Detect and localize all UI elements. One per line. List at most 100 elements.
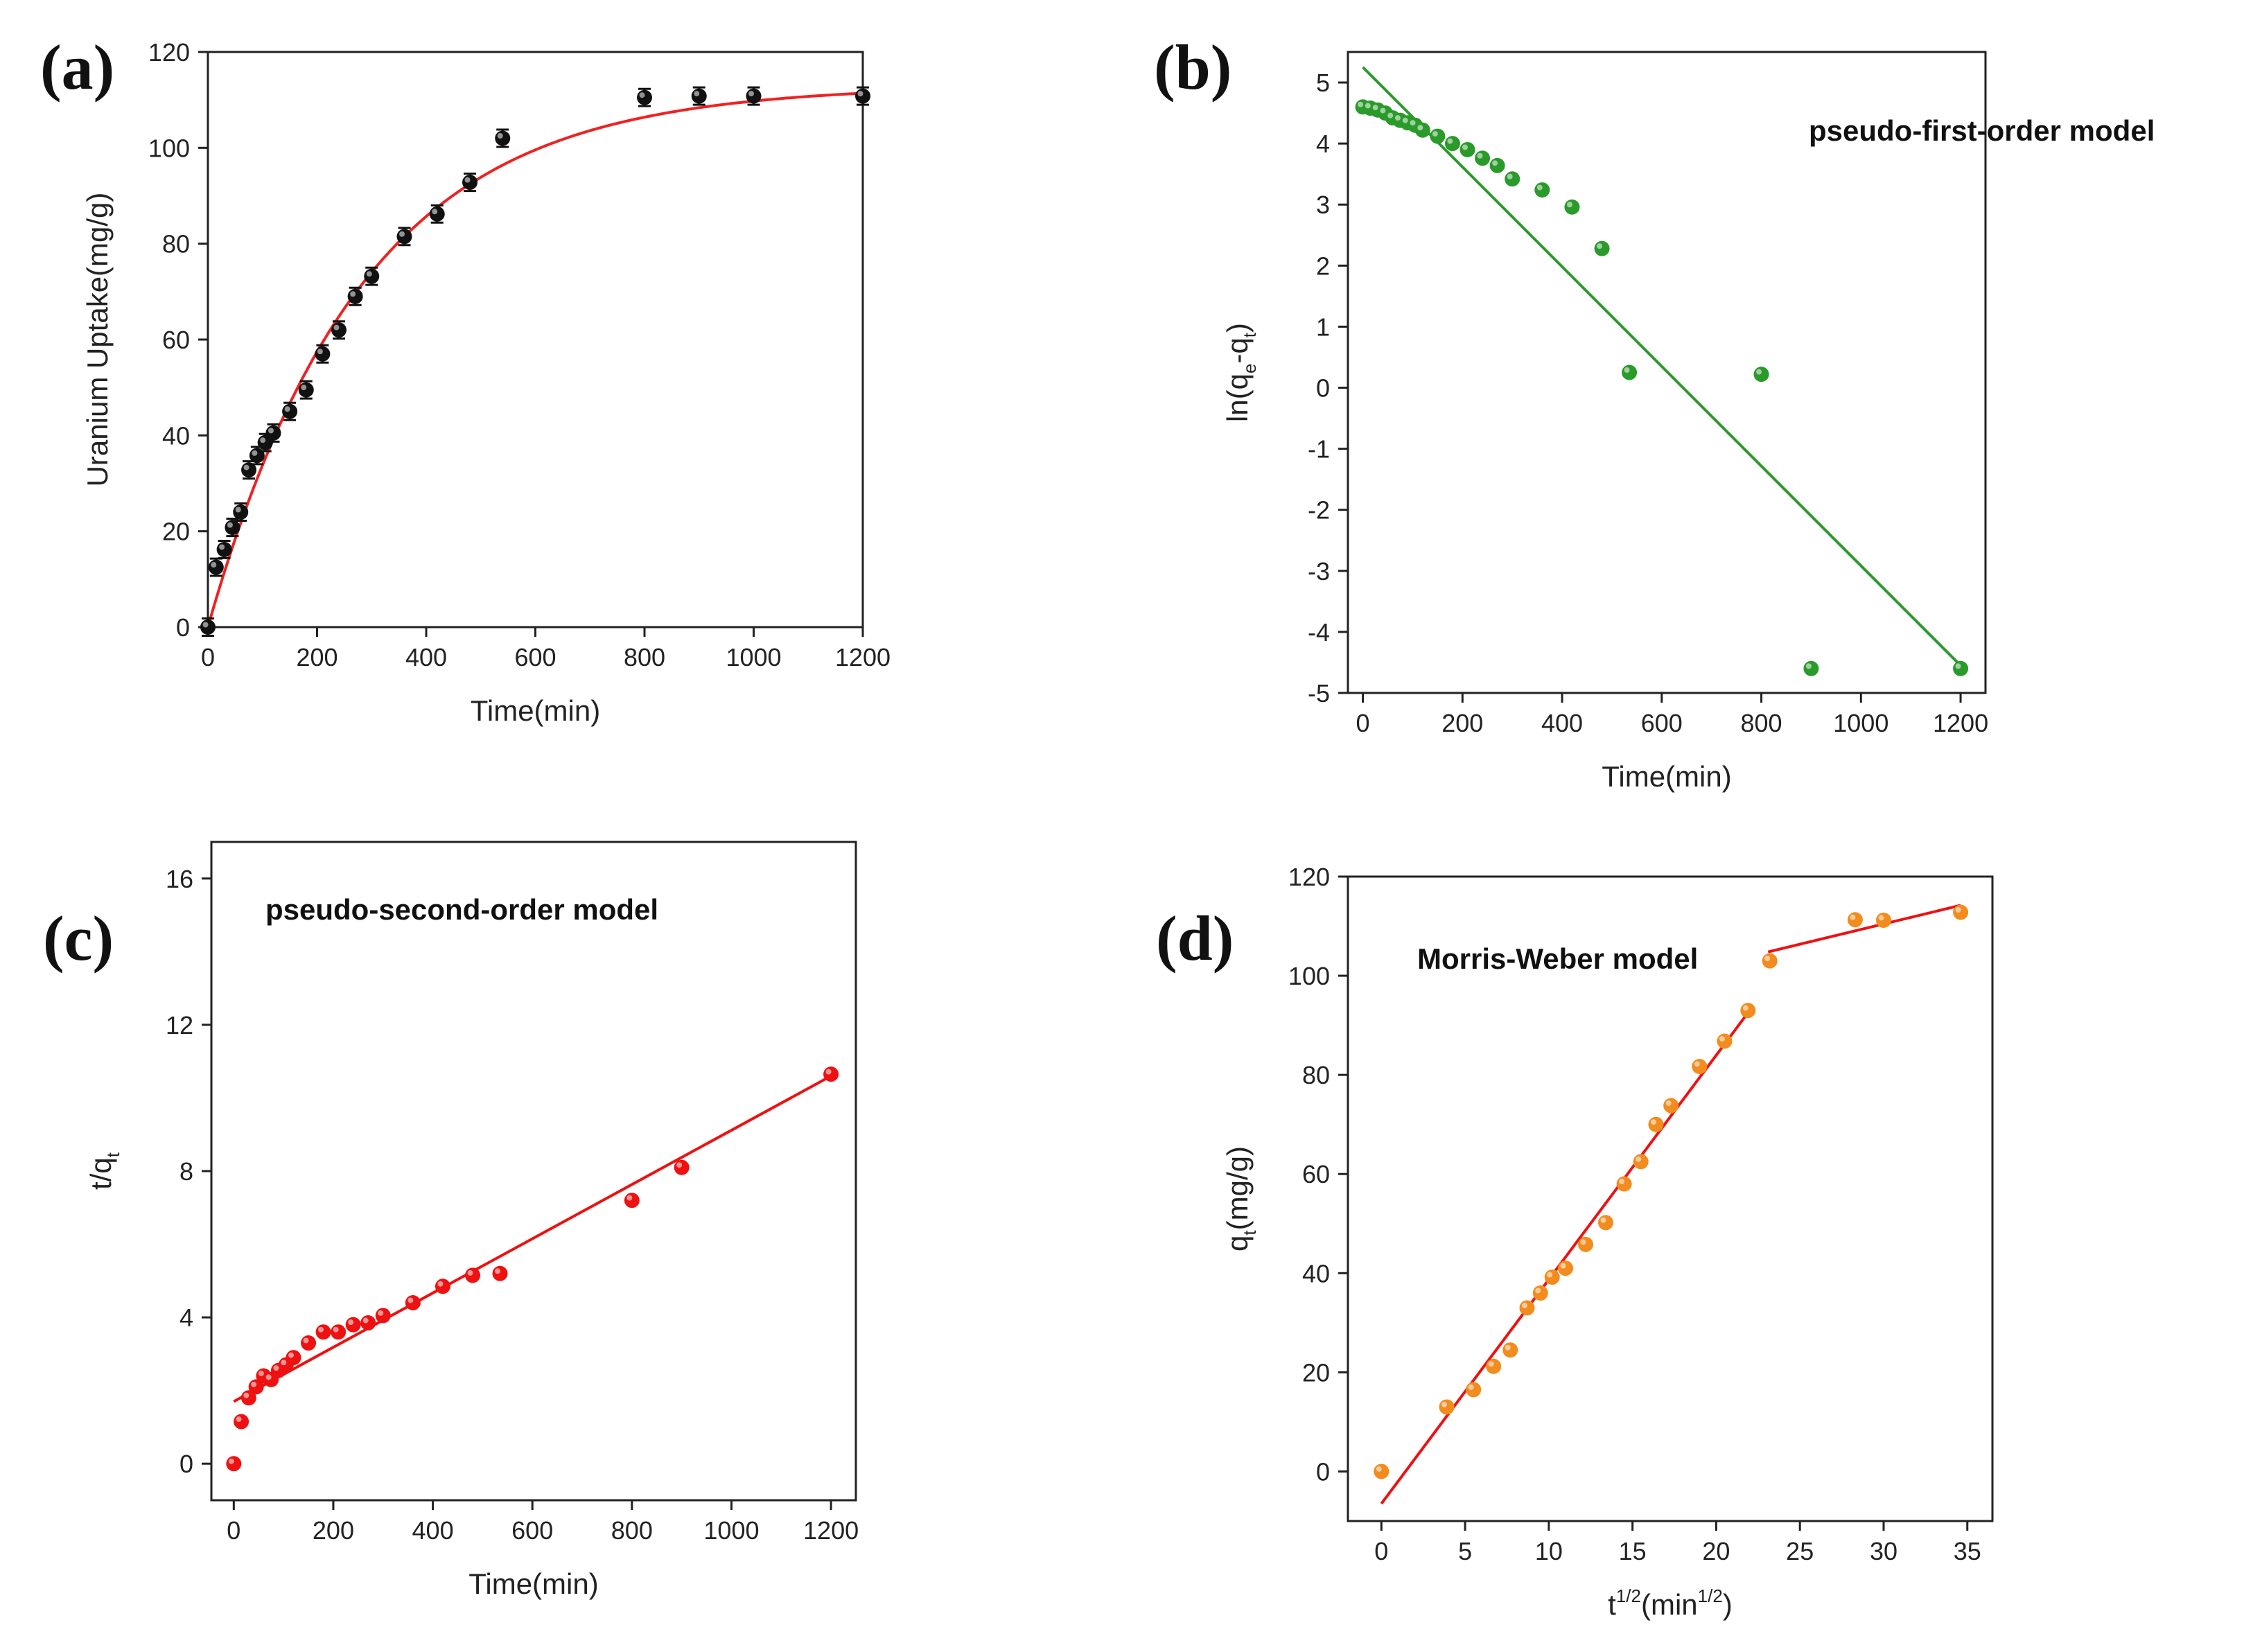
- x-tick-label: 1000: [703, 1516, 759, 1545]
- data-marker: [435, 1278, 450, 1294]
- data-point: [429, 204, 445, 224]
- x-tick-label: 200: [313, 1516, 354, 1545]
- data-marker: [315, 1324, 331, 1340]
- marker-highlight: [1756, 369, 1762, 375]
- marker-highlight: [236, 1416, 242, 1423]
- data-marker: [1753, 367, 1769, 383]
- data-point: [1414, 122, 1430, 138]
- x-tick-label: 0: [201, 643, 215, 671]
- y-tick-label: -2: [1308, 496, 1330, 525]
- data-marker: [1466, 1382, 1482, 1398]
- marker-highlight: [464, 177, 471, 183]
- x-tick-label: 35: [1954, 1537, 1981, 1565]
- marker-highlight: [350, 291, 356, 297]
- marker-highlight: [219, 544, 225, 550]
- data-marker: [347, 288, 363, 304]
- data-point: [405, 1295, 421, 1310]
- marker-highlight: [495, 1268, 501, 1274]
- marker-highlight: [1521, 1302, 1527, 1308]
- y-tick-label: 4: [1316, 130, 1330, 158]
- data-marker: [429, 206, 445, 222]
- marker-highlight: [317, 349, 323, 355]
- data-point: [331, 320, 347, 340]
- marker-highlight: [1547, 1272, 1553, 1278]
- y-tick-label: 0: [1316, 374, 1330, 403]
- y-tick-label: -1: [1308, 435, 1330, 464]
- data-point: [1740, 1003, 1756, 1019]
- x-tick-label: 600: [1641, 709, 1683, 737]
- x-axis-title: Time(min): [471, 694, 600, 727]
- x-tick-label: 25: [1786, 1537, 1814, 1565]
- marker-highlight: [1955, 907, 1961, 913]
- data-point: [624, 1193, 640, 1209]
- data-marker: [1444, 136, 1460, 152]
- marker-highlight: [467, 1269, 473, 1276]
- marker-highlight: [1560, 1263, 1566, 1269]
- marker-highlight: [1600, 1217, 1606, 1223]
- data-marker: [315, 346, 331, 362]
- data-point: [1486, 1358, 1502, 1374]
- marker-highlight: [1665, 1100, 1672, 1107]
- data-marker: [1564, 199, 1580, 215]
- marker-highlight: [333, 324, 340, 331]
- marker-highlight: [318, 1326, 324, 1333]
- marker-highlight: [432, 209, 438, 215]
- data-marker: [331, 322, 347, 338]
- data-marker: [1439, 1399, 1455, 1415]
- marker-highlight: [288, 1352, 294, 1358]
- y-tick-label: 20: [1302, 1358, 1330, 1387]
- panel-label: (b): [1154, 32, 1231, 103]
- fit-line: [1767, 904, 1961, 954]
- data-point: [298, 380, 314, 400]
- y-tick-label: 3: [1316, 191, 1330, 219]
- data-point: [1558, 1260, 1574, 1276]
- marker-highlight: [228, 1458, 234, 1464]
- chart-panel-b: 0 200 400 600 800 1000 1200 -5 -4 -3 -2 -1 0 1 2 3 4 5 Tim…: [1154, 32, 2155, 793]
- data-point: [855, 86, 870, 106]
- data-point: [233, 502, 249, 522]
- y-tick-label: 40: [162, 421, 190, 450]
- model-annotation: pseudo-first-order model: [1809, 114, 2155, 147]
- x-tick-label: 5: [1458, 1537, 1472, 1565]
- data-marker: [1578, 1236, 1594, 1252]
- marker-highlight: [1441, 1401, 1448, 1407]
- data-point: [1489, 157, 1505, 173]
- data-point: [746, 86, 762, 106]
- marker-highlight: [333, 1326, 339, 1333]
- data-point: [331, 1324, 347, 1340]
- marker-highlight: [211, 562, 217, 568]
- plot-frame: [1347, 51, 1987, 694]
- marker-highlight: [1365, 103, 1371, 109]
- data-marker: [1430, 128, 1446, 144]
- y-axis-title: t/qt: [85, 1152, 123, 1190]
- data-marker: [364, 268, 380, 284]
- data-marker: [233, 504, 249, 520]
- data-marker: [375, 1308, 391, 1324]
- data-point: [364, 266, 380, 286]
- data-point: [465, 1267, 481, 1283]
- marker-highlight: [1694, 1061, 1700, 1067]
- data-marker: [855, 88, 870, 104]
- data-marker: [1692, 1058, 1708, 1074]
- data-point: [691, 86, 707, 106]
- data-marker: [1633, 1154, 1649, 1170]
- marker-highlight: [243, 1392, 249, 1398]
- y-tick-label: -3: [1308, 557, 1330, 586]
- data-marker: [1953, 904, 1969, 920]
- data-point: [1598, 1215, 1613, 1231]
- data-marker: [345, 1317, 361, 1333]
- chart-panel-c: 0 200 400 600 800 1000 1200 0 4 8 12 16 Time(min) t/q…: [43, 841, 859, 1600]
- marker-highlight: [348, 1319, 354, 1326]
- marker-highlight: [1580, 1239, 1586, 1245]
- y-axis-title: ln(qe-qt): [1221, 323, 1260, 422]
- data-point: [248, 1379, 264, 1395]
- marker-highlight: [1462, 144, 1468, 150]
- data-point: [1594, 240, 1610, 256]
- x-tick-label: 600: [511, 1516, 553, 1545]
- y-tick-label: 80: [1302, 1061, 1330, 1089]
- y-tick-label: 1: [1316, 313, 1330, 341]
- data-marker: [1486, 1358, 1502, 1374]
- data-marker: [1663, 1098, 1679, 1114]
- data-marker: [746, 88, 762, 104]
- data-marker: [1598, 1215, 1613, 1231]
